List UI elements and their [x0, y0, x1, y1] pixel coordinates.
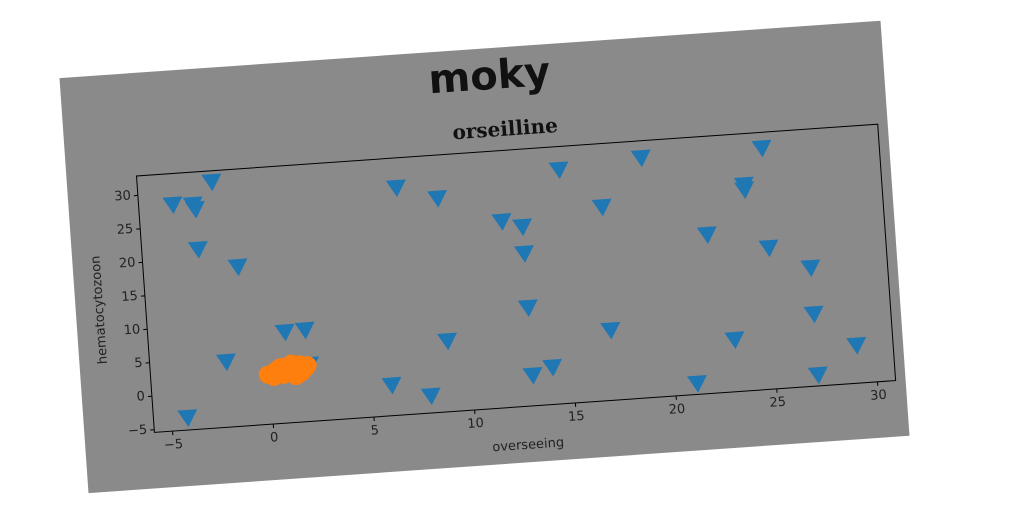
- scatter-point: [846, 336, 867, 355]
- scatter-point: [696, 226, 717, 244]
- y-tick-label: −5: [128, 423, 148, 439]
- scatter-point: [734, 181, 755, 199]
- scatter-point: [522, 366, 543, 385]
- scatter-point: [517, 299, 538, 318]
- scatter-point: [270, 358, 289, 377]
- scatter-point: [184, 200, 205, 219]
- x-tick-label: 0: [270, 430, 279, 446]
- x-tick-label: 15: [568, 409, 586, 425]
- figure: moky orseilline overseeing hematocytozoo…: [59, 20, 910, 494]
- scatter-point: [758, 239, 779, 258]
- scatter-point: [512, 218, 533, 237]
- scatter-point: [724, 331, 745, 349]
- scatter-point: [803, 305, 824, 324]
- scatter-point: [227, 258, 248, 277]
- scatter-point: [800, 259, 821, 278]
- scatter-point: [381, 376, 402, 395]
- y-tick-label: 25: [116, 222, 134, 238]
- scatter-point: [591, 198, 612, 217]
- x-axis-label: overseeing: [492, 435, 565, 455]
- scatter-point: [751, 139, 772, 158]
- scatter-point: [215, 353, 236, 372]
- x-tick-label: −5: [163, 437, 183, 453]
- x-tick-label: 5: [370, 423, 379, 439]
- scatter-point: [298, 356, 317, 375]
- scatter-point: [427, 189, 448, 208]
- y-tick-label: 30: [114, 188, 132, 204]
- scatter-point: [630, 149, 651, 168]
- scatter-point: [437, 332, 458, 351]
- scatter-point: [513, 245, 534, 263]
- y-tick-label: 0: [136, 389, 145, 405]
- scatter-point: [600, 321, 621, 340]
- scatter-point: [542, 358, 563, 377]
- axes-frame: [135, 123, 897, 433]
- scatter-point: [807, 366, 828, 385]
- scatter-point: [177, 409, 198, 427]
- scatter-point: [548, 161, 569, 179]
- y-tick-label: 5: [134, 356, 143, 372]
- x-tick-label: 30: [870, 388, 888, 404]
- y-tick-label: 15: [121, 289, 139, 305]
- scatter-point: [385, 179, 406, 198]
- scatter-point: [686, 374, 707, 393]
- scatter-point: [287, 367, 306, 386]
- suptitle: moky: [427, 49, 552, 103]
- scatter-point: [274, 323, 295, 342]
- scatter-point: [162, 196, 183, 215]
- x-tick-label: 10: [467, 416, 485, 432]
- scatter-point: [294, 321, 315, 340]
- x-tick-label: 20: [668, 402, 686, 418]
- y-tick-label: 10: [123, 322, 141, 338]
- y-tick-label: 20: [119, 255, 137, 271]
- scatter-point: [187, 241, 208, 259]
- scatter-point: [201, 173, 222, 192]
- x-tick-label: 25: [769, 395, 787, 411]
- scatter-point: [420, 387, 441, 406]
- scatter-point: [491, 213, 512, 231]
